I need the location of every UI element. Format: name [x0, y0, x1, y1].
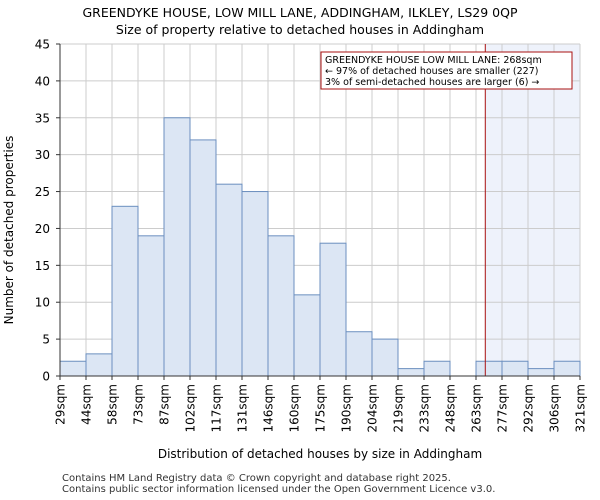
x-tick-label: 233sqm: [418, 384, 432, 432]
annotation-box: [320, 51, 573, 90]
histogram-bar: [267, 235, 295, 377]
histogram-bar: [241, 191, 269, 377]
y-tick-label: 20: [35, 222, 50, 236]
histogram-bar: [371, 338, 399, 377]
attribution-footer: Contains HM Land Registry data © Crown c…: [62, 473, 495, 495]
bars-group: [59, 117, 581, 377]
histogram-bar: [475, 360, 503, 377]
histogram-bar: [163, 117, 191, 377]
x-tick-label: 190sqm: [340, 384, 354, 432]
histogram-bar: [345, 331, 373, 377]
x-tick-label: 277sqm: [496, 384, 510, 432]
histogram-bar: [111, 205, 139, 377]
x-tick-label: 263sqm: [470, 384, 484, 432]
histogram-bar: [423, 360, 451, 377]
y-tick-label: 30: [35, 148, 50, 162]
x-tick-label: 131sqm: [236, 384, 250, 432]
x-tick-label: 175sqm: [314, 384, 328, 432]
marker-shade-region: [485, 44, 580, 376]
annotation-line-3: 3% of semi-detached houses are larger (6…: [325, 77, 539, 88]
histogram-bar: [137, 235, 165, 377]
histogram-bar: [501, 360, 529, 377]
x-tick-label: 204sqm: [366, 384, 380, 432]
x-tick-label: 292sqm: [522, 384, 536, 432]
histogram-bar: [59, 360, 87, 377]
x-tick-label: 248sqm: [444, 384, 458, 432]
histogram-bar: [293, 294, 321, 377]
y-tick-label: 15: [35, 259, 50, 273]
y-tick-labels: 0 5 10 15 20 25 30 35 40 45: [35, 38, 60, 384]
x-tick-label: 146sqm: [262, 384, 276, 432]
annotation-line-2: ← 97% of detached houses are smaller (22…: [325, 66, 538, 77]
histogram-bar: [215, 183, 243, 377]
y-axis-label: Number of detached properties: [2, 136, 16, 325]
x-axis-label: Distribution of detached houses by size …: [158, 447, 482, 461]
x-tick-label: 219sqm: [392, 384, 406, 432]
histogram-bar: [85, 353, 113, 377]
annotation-line-1: GREENDYKE HOUSE LOW MILL LANE: 268sqm: [325, 55, 542, 66]
y-tick-label: 35: [35, 111, 50, 125]
marker-annotation: GREENDYKE HOUSE LOW MILL LANE: 268sqm ← …: [320, 51, 573, 90]
x-tick-label: 306sqm: [548, 384, 562, 432]
chart-title: GREENDYKE HOUSE, LOW MILL LANE, ADDINGHA…: [82, 5, 518, 20]
histogram-bar: [319, 242, 347, 377]
x-tick-label: 44sqm: [80, 384, 94, 425]
chart-title-block: GREENDYKE HOUSE, LOW MILL LANE, ADDINGHA…: [0, 4, 600, 38]
histogram-bar: [189, 139, 217, 377]
footer-line-1: Contains HM Land Registry data © Crown c…: [62, 473, 451, 484]
y-tick-label: 45: [35, 38, 50, 52]
x-tick-label: 117sqm: [210, 384, 224, 432]
footer-line-2: Contains public sector information licen…: [62, 484, 496, 495]
x-tick-label: 321sqm: [574, 384, 588, 432]
x-tick-label: 58sqm: [106, 384, 120, 425]
y-tick-label: 10: [35, 296, 50, 310]
x-tick-labels: 29sqm 44sqm 58sqm 73sqm 87sqm 102sqm 117sqm 131…: [54, 376, 588, 432]
x-tick-label: 102sqm: [184, 384, 198, 432]
histogram-bar: [553, 360, 581, 377]
histogram-bar: [397, 368, 425, 377]
y-tick-label: 5: [42, 333, 50, 347]
x-tick-label: 160sqm: [288, 384, 302, 432]
y-tick-label: 25: [35, 185, 50, 199]
y-tick-label: 40: [35, 74, 50, 88]
x-tick-label: 87sqm: [158, 384, 172, 425]
x-tick-label: 29sqm: [54, 384, 68, 425]
chart-subtitle: Size of property relative to detached ho…: [115, 22, 485, 37]
histogram-bar: [527, 368, 555, 377]
x-tick-label: 73sqm: [132, 384, 146, 425]
y-tick-label: 0: [42, 370, 50, 384]
